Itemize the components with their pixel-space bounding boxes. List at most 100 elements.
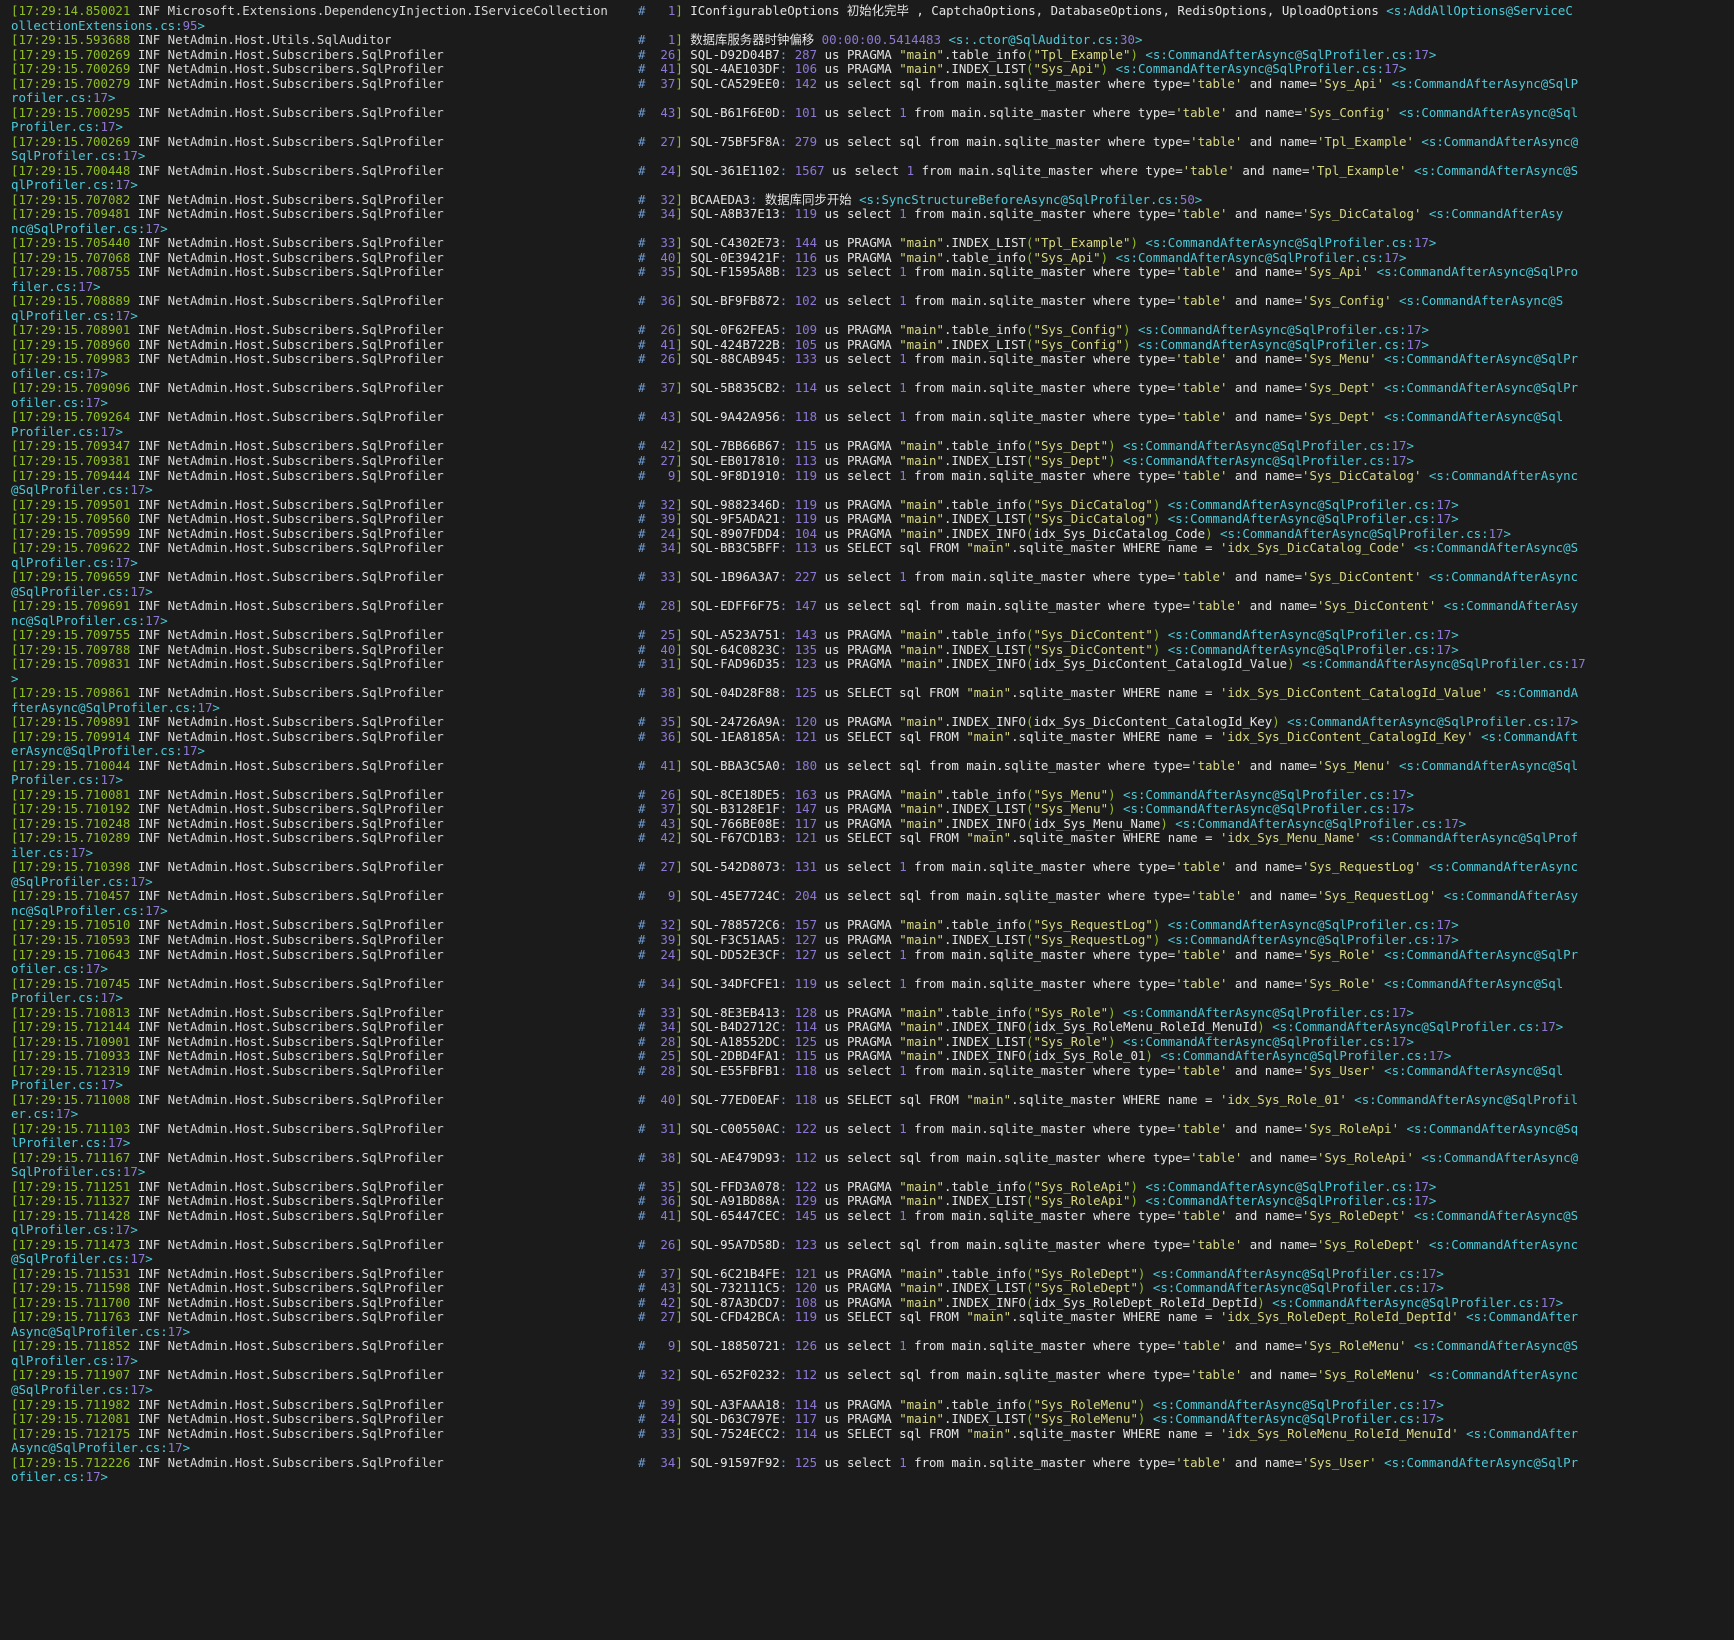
log-line[interactable]: [17:29:15.711852 INF NetAdmin.Host.Subsc… [0,1339,1734,1354]
log-line-message: # 9] SQL-18850721: 126 us select 1 from … [638,1338,1579,1354]
log-line[interactable]: [17:29:15.709444 INF NetAdmin.Host.Subsc… [0,467,1734,484]
log-line-message: # 9] SQL-9F8D1910: 119 us select 1 from … [638,467,1579,483]
log-line-wrap: erAsync@SqlProfiler.cs:17> [0,744,1734,759]
log-line[interactable]: [17:29:15.711251 INF NetAdmin.Host.Subsc… [0,1178,1734,1195]
log-line[interactable]: [17:29:15.709914 INF NetAdmin.Host.Subsc… [0,729,1734,745]
log-line[interactable]: [17:29:15.709096 INF NetAdmin.Host.Subsc… [0,381,1734,396]
log-line[interactable]: [17:29:15.712144 INF NetAdmin.Host.Subsc… [0,1019,1734,1035]
log-line-wrap-text: nc@SqlProfiler.cs:17> [11,902,168,918]
log-line[interactable]: [17:29:15.709691 INF NetAdmin.Host.Subsc… [0,598,1734,614]
log-line[interactable]: [17:29:15.710248 INF NetAdmin.Host.Subsc… [0,816,1734,832]
log-line-message: # 37] SQL-5B835CB2: 114 us select 1 from… [638,380,1579,396]
log-line[interactable]: [17:29:15.700269 INF NetAdmin.Host.Subsc… [0,133,1734,150]
log-line[interactable]: [17:29:15.710643 INF NetAdmin.Host.Subsc… [0,946,1734,963]
log-line-meta: [17:29:15.711852 INF NetAdmin.Host.Subsc… [11,1338,444,1354]
log-line[interactable]: [17:29:15.708755 INF NetAdmin.Host.Subsc… [0,265,1734,280]
log-line[interactable]: [17:29:15.710192 INF NetAdmin.Host.Subsc… [0,802,1734,817]
log-line[interactable]: [17:29:15.710901 INF NetAdmin.Host.Subsc… [0,1034,1734,1050]
log-line[interactable]: [17:29:15.711167 INF NetAdmin.Host.Subsc… [0,1150,1734,1166]
log-line[interactable]: [17:29:15.709788 INF NetAdmin.Host.Subsc… [0,642,1734,658]
log-line[interactable]: [17:29:15.709481 INF NetAdmin.Host.Subsc… [0,206,1734,222]
log-line[interactable]: [17:29:15.711103 INF NetAdmin.Host.Subsc… [0,1120,1734,1137]
log-line[interactable]: [17:29:15.711473 INF NetAdmin.Host.Subsc… [0,1237,1734,1253]
log-line[interactable]: [17:29:14.850021 INF Microsoft.Extension… [0,3,1734,19]
log-line[interactable]: [17:29:15.700269 INF NetAdmin.Host.Subsc… [0,61,1734,77]
log-line-meta: [17:29:15.709381 INF NetAdmin.Host.Subsc… [11,452,444,468]
log-line[interactable]: [17:29:15.710745 INF NetAdmin.Host.Subsc… [0,976,1734,992]
log-line[interactable]: [17:29:15.710593 INF NetAdmin.Host.Subsc… [0,932,1734,948]
log-line-meta: [17:29:15.709481 INF NetAdmin.Host.Subsc… [11,206,444,222]
log-line-message: # 35] SQL-FFD3A078: 122 us PRAGMA "main"… [638,1178,1437,1194]
log-line[interactable]: [17:29:15.708901 INF NetAdmin.Host.Subsc… [0,323,1734,338]
log-line[interactable]: [17:29:15.710398 INF NetAdmin.Host.Subsc… [0,860,1734,875]
log-line[interactable]: [17:29:15.708889 INF NetAdmin.Host.Subsc… [0,294,1734,309]
log-line[interactable]: [17:29:15.709861 INF NetAdmin.Host.Subsc… [0,685,1734,701]
log-line[interactable]: [17:29:15.709755 INF NetAdmin.Host.Subsc… [0,627,1734,643]
log-line-message: # 39] SQL-9F5ADA21: 119 us PRAGMA "main"… [638,511,1459,527]
log-line[interactable]: [17:29:15.711907 INF NetAdmin.Host.Subsc… [0,1368,1734,1383]
log-line[interactable]: [17:29:15.712081 INF NetAdmin.Host.Subsc… [0,1411,1734,1427]
log-line-meta: [17:29:15.711103 INF NetAdmin.Host.Subsc… [11,1120,444,1136]
log-line-meta: [17:29:15.709264 INF NetAdmin.Host.Subsc… [11,409,444,425]
log-line-message: # 33] SQL-8E3EB413: 128 us PRAGMA "main"… [638,1004,1414,1020]
log-line-wrap: ofiler.cs:17> [0,961,1734,977]
log-line-wrap-text: Profiler.cs:17> [11,772,123,788]
log-line[interactable]: [17:29:15.709560 INF NetAdmin.Host.Subsc… [0,511,1734,527]
log-line[interactable]: [17:29:15.709659 INF NetAdmin.Host.Subsc… [0,569,1734,585]
log-line[interactable]: [17:29:15.709831 INF NetAdmin.Host.Subsc… [0,656,1734,672]
log-line-meta: [17:29:15.711598 INF NetAdmin.Host.Subsc… [11,1280,444,1296]
log-line-wrap: Async@SqlProfiler.cs:17> [0,1324,1734,1340]
log-line[interactable]: [17:29:15.709622 INF NetAdmin.Host.Subsc… [0,540,1734,556]
log-line[interactable]: [17:29:15.709381 INF NetAdmin.Host.Subsc… [0,452,1734,469]
log-line[interactable]: [17:29:15.707068 INF NetAdmin.Host.Subsc… [0,250,1734,266]
log-line[interactable]: [17:29:15.712226 INF NetAdmin.Host.Subsc… [0,1455,1734,1471]
log-line[interactable]: [17:29:15.709891 INF NetAdmin.Host.Subsc… [0,715,1734,730]
log-line[interactable]: [17:29:15.711008 INF NetAdmin.Host.Subsc… [0,1091,1734,1108]
log-line-message: # 42] SQL-F67CD1B3: 121 us SELECT sql FR… [638,830,1579,846]
log-line[interactable]: [17:29:15.709983 INF NetAdmin.Host.Subsc… [0,352,1734,367]
log-line[interactable]: [17:29:15.708960 INF NetAdmin.Host.Subsc… [0,337,1734,353]
log-line-message: # 43] SQL-732111C5: 120 us PRAGMA "main"… [638,1280,1444,1296]
log-line[interactable]: [17:29:15.707082 INF NetAdmin.Host.Subsc… [0,191,1734,208]
log-line[interactable]: [17:29:15.712175 INF NetAdmin.Host.Subsc… [0,1426,1734,1442]
log-line[interactable]: [17:29:15.700279 INF NetAdmin.Host.Subsc… [0,75,1734,92]
log-line-meta: [17:29:15.709347 INF NetAdmin.Host.Subsc… [11,438,444,454]
log-line[interactable]: [17:29:15.710510 INF NetAdmin.Host.Subsc… [0,918,1734,933]
log-line-message: # 24] SQL-361E1102: 1567 us select 1 fro… [638,162,1579,178]
log-line[interactable]: [17:29:15.709599 INF NetAdmin.Host.Subsc… [0,526,1734,542]
log-line-message: # 33] SQL-1B96A3A7: 227 us select 1 from… [638,569,1579,585]
log-line-meta: [17:29:15.711251 INF NetAdmin.Host.Subsc… [11,1178,444,1194]
log-line-meta: [17:29:15.700279 INF NetAdmin.Host.Subsc… [11,75,444,91]
log-line[interactable]: [17:29:15.711982 INF NetAdmin.Host.Subsc… [0,1396,1734,1413]
log-line[interactable]: [17:29:15.710813 INF NetAdmin.Host.Subsc… [0,1004,1734,1021]
log-line[interactable]: [17:29:15.711700 INF NetAdmin.Host.Subsc… [0,1295,1734,1311]
log-line-message: # 26] SQL-D92D04B7: 287 us PRAGMA "main"… [638,46,1437,62]
log-line[interactable]: [17:29:15.709347 INF NetAdmin.Host.Subsc… [0,439,1734,454]
log-line-wrap: SqlProfiler.cs:17> [0,1164,1734,1180]
log-line-message: # 32] BCAAEDA3: 数据库同步开始 <s:SyncStructure… [638,191,1203,207]
log-line[interactable]: [17:29:15.709264 INF NetAdmin.Host.Subsc… [0,410,1734,425]
log-line[interactable]: [17:29:15.710457 INF NetAdmin.Host.Subsc… [0,889,1734,904]
log-line[interactable]: [17:29:15.710081 INF NetAdmin.Host.Subsc… [0,787,1734,803]
log-line-meta: [17:29:15.711008 INF NetAdmin.Host.Subsc… [11,1091,444,1107]
log-line-message: # 39] SQL-A3FAAA18: 114 us PRAGMA "main"… [638,1396,1444,1412]
log-line[interactable]: [17:29:15.711327 INF NetAdmin.Host.Subsc… [0,1194,1734,1209]
log-line[interactable]: [17:29:15.710289 INF NetAdmin.Host.Subsc… [0,831,1734,846]
log-line[interactable]: [17:29:15.710933 INF NetAdmin.Host.Subsc… [0,1048,1734,1064]
log-line[interactable]: [17:29:15.700269 INF NetAdmin.Host.Subsc… [0,46,1734,63]
log-line[interactable]: [17:29:15.711531 INF NetAdmin.Host.Subsc… [0,1266,1734,1282]
log-line-message: # 36] SQL-BF9FB872: 102 us select 1 from… [638,293,1564,309]
log-line[interactable]: [17:29:15.712319 INF NetAdmin.Host.Subsc… [0,1063,1734,1079]
log-line-meta: [17:29:15.710643 INF NetAdmin.Host.Subsc… [11,946,444,962]
log-line[interactable]: [17:29:15.700295 INF NetAdmin.Host.Subsc… [0,105,1734,121]
log-line[interactable]: [17:29:15.705440 INF NetAdmin.Host.Subsc… [0,235,1734,251]
log-line[interactable]: [17:29:15.711598 INF NetAdmin.Host.Subsc… [0,1281,1734,1296]
log-line[interactable]: [17:29:15.710044 INF NetAdmin.Host.Subsc… [0,758,1734,774]
log-line[interactable]: [17:29:15.593688 INF NetAdmin.Host.Utils… [0,32,1734,48]
log-line[interactable]: [17:29:15.711763 INF NetAdmin.Host.Subsc… [0,1310,1734,1325]
log-line[interactable]: [17:29:15.700448 INF NetAdmin.Host.Subsc… [0,162,1734,179]
log-line-meta: [17:29:15.700269 INF NetAdmin.Host.Subsc… [11,133,444,149]
log-line[interactable]: [17:29:15.709501 INF NetAdmin.Host.Subsc… [0,497,1734,513]
log-line[interactable]: [17:29:15.711428 INF NetAdmin.Host.Subsc… [0,1208,1734,1224]
